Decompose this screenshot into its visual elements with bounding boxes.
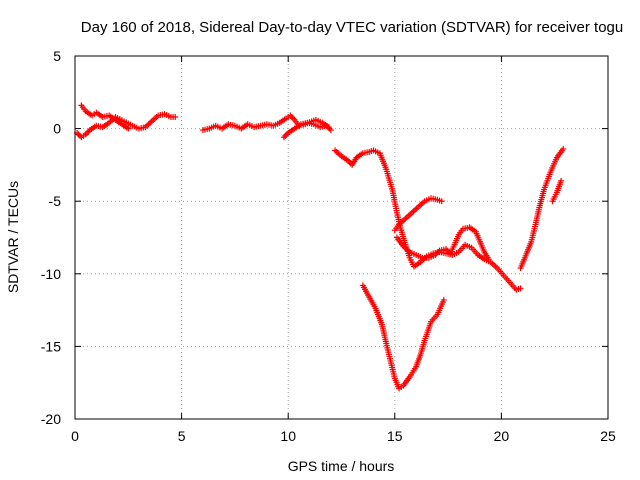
x-tick-label: 25	[600, 428, 616, 444]
data-point-marker	[84, 129, 91, 136]
x-tick-label: 20	[494, 428, 510, 444]
data-series	[359, 282, 447, 392]
data-point-marker	[172, 113, 179, 120]
y-tick-label: -15	[41, 338, 61, 354]
x-tick-label: 15	[387, 428, 403, 444]
data-point-marker	[485, 256, 492, 263]
x-axis-ticks: 0 5 10 15 20 25	[71, 56, 616, 444]
data-point-marker	[558, 177, 565, 184]
data-series	[280, 119, 334, 141]
data-series	[78, 102, 132, 132]
data-points	[74, 102, 567, 392]
data-point-marker	[517, 285, 524, 292]
plot-frame	[74, 55, 609, 420]
data-point-marker	[290, 115, 297, 122]
y-axis-ticks: 5 0 -5 -10 -15 -20	[41, 48, 608, 427]
data-point-marker	[288, 113, 295, 120]
data-point-marker	[438, 198, 445, 205]
x-tick-label: 10	[280, 428, 296, 444]
data-point-marker	[75, 131, 82, 138]
y-tick-label: -20	[41, 411, 61, 427]
data-point-marker	[560, 145, 567, 152]
data-series	[393, 224, 492, 263]
data-point-marker	[327, 127, 334, 134]
chart-title: Day 160 of 2018, Sidereal Day-to-day VTE…	[81, 19, 623, 36]
data-point-marker	[280, 134, 287, 141]
data-series	[199, 112, 332, 134]
y-axis-label: SDTVAR / TECUs	[5, 181, 21, 293]
data-series	[74, 111, 179, 141]
data-series	[391, 195, 445, 234]
x-tick-label: 5	[178, 428, 186, 444]
data-point-marker	[125, 125, 132, 132]
y-tick-label: -5	[49, 193, 62, 209]
y-tick-label: -10	[41, 266, 61, 282]
y-tick-label: 5	[53, 48, 61, 64]
data-point-marker	[440, 296, 447, 303]
data-series	[517, 145, 567, 271]
data-series	[332, 147, 524, 293]
x-axis-label: GPS time / hours	[288, 458, 395, 474]
data-series	[549, 177, 565, 205]
grid-lines	[75, 56, 608, 419]
x-tick-label: 0	[71, 428, 79, 444]
y-tick-label: 0	[53, 121, 61, 137]
data-point-marker	[282, 132, 289, 139]
